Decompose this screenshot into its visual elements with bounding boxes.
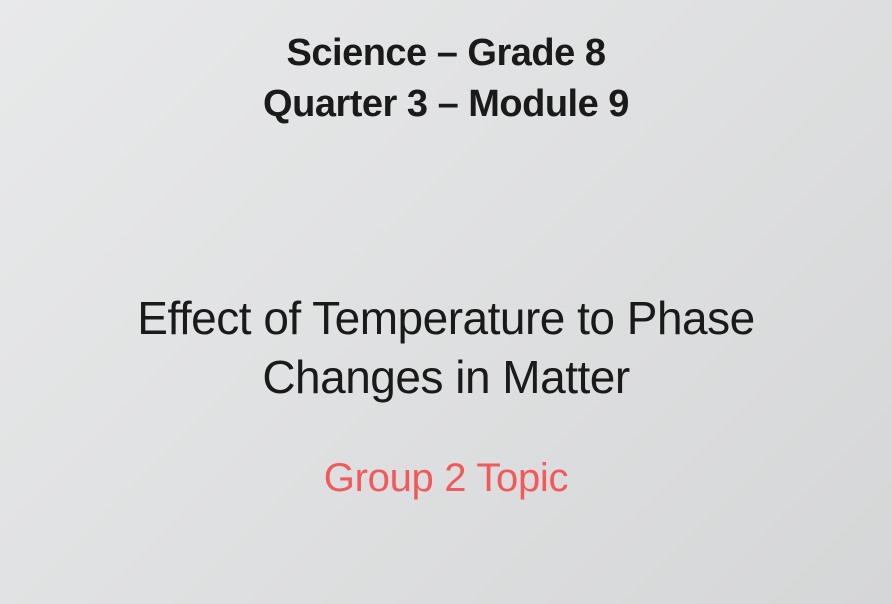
module-title-line2: Changes in Matter: [262, 348, 629, 408]
group-topic-label: Group 2 Topic: [324, 456, 568, 501]
module-title-line1: Effect of Temperature to Phase: [137, 289, 754, 349]
course-header-line1: Science – Grade 8: [287, 28, 606, 79]
course-header-line2: Quarter 3 – Module 9: [263, 79, 629, 130]
